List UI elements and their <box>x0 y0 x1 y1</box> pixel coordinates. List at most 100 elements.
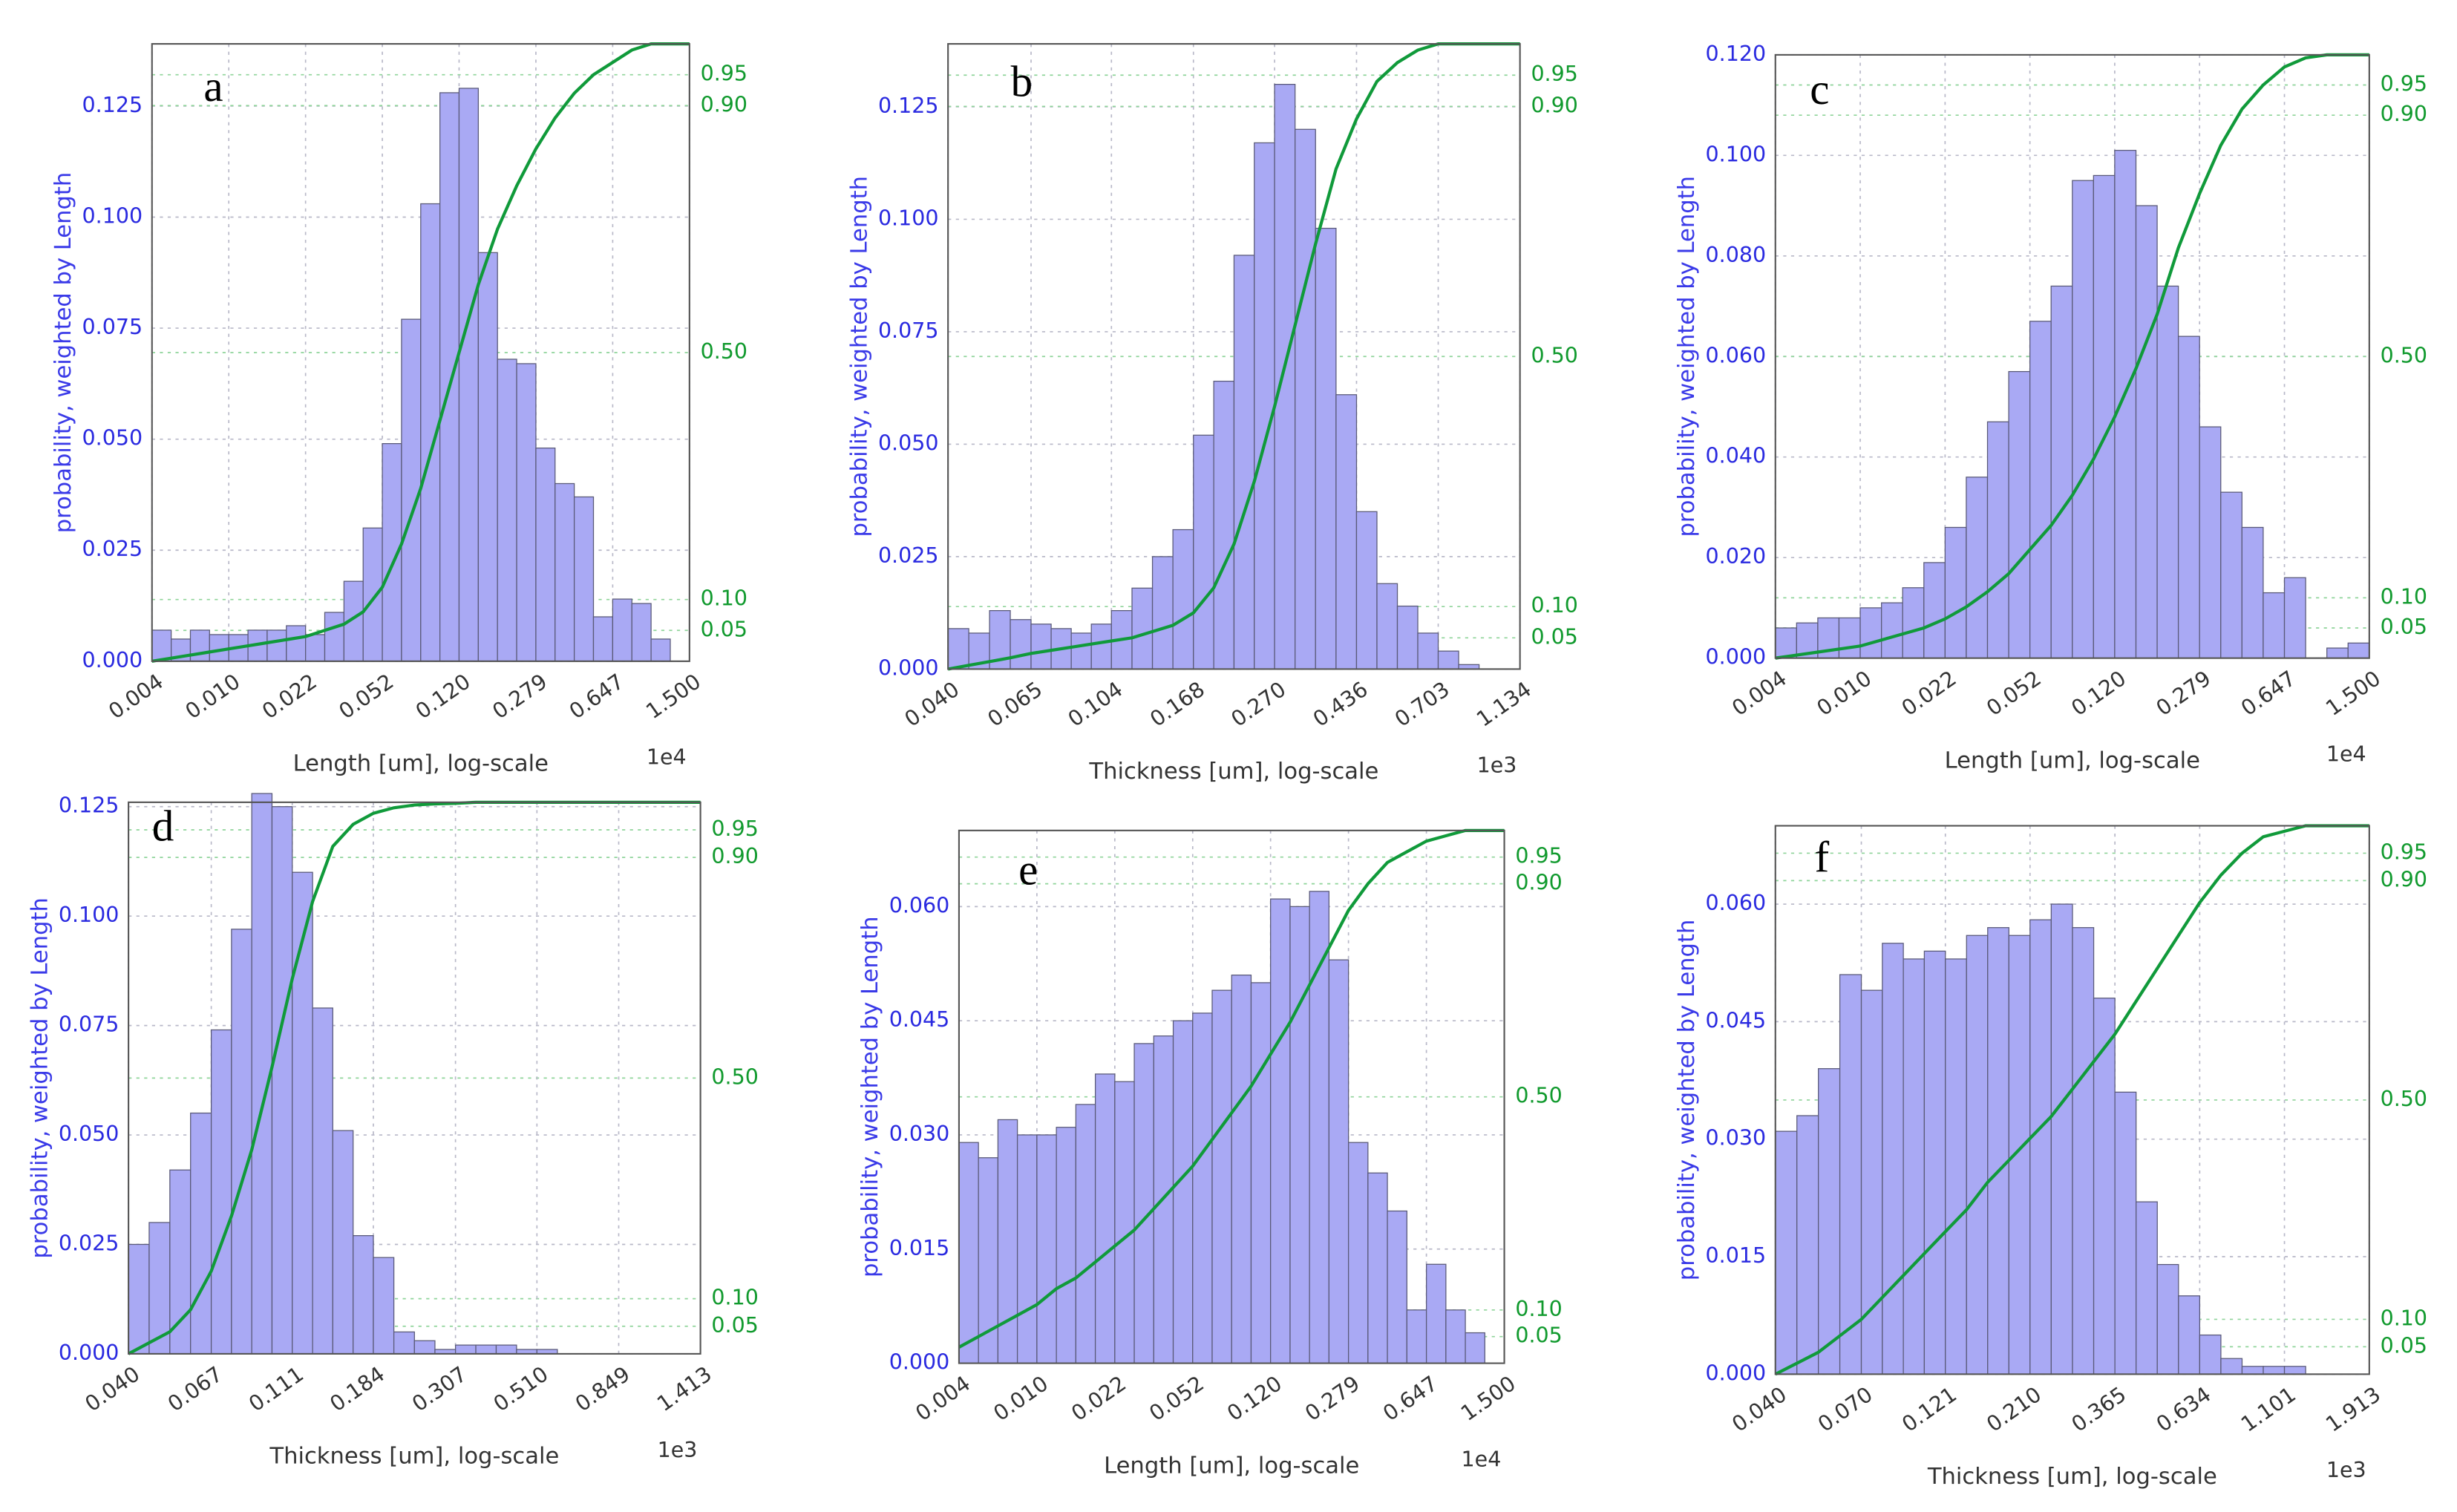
bar <box>2029 321 2052 659</box>
bar <box>1417 632 1439 670</box>
bar <box>535 447 556 662</box>
x-multiplier: 1e3 <box>658 1438 698 1462</box>
y-tick-label: 0.020 <box>1706 544 1767 569</box>
cumulative-line <box>151 42 690 663</box>
bar <box>1396 605 1419 670</box>
bar <box>1445 1309 1466 1364</box>
y-tick-label: 0.050 <box>878 431 939 455</box>
y2-tick-label: 0.10 <box>701 586 747 611</box>
y2-tick-label: 0.90 <box>701 92 747 117</box>
y2-tick-label: 0.90 <box>711 844 758 868</box>
bar <box>189 629 210 662</box>
bar <box>1775 627 1797 659</box>
y2-tick-label: 0.95 <box>2381 72 2427 96</box>
bar <box>413 1340 436 1355</box>
bar <box>1944 526 1967 659</box>
bar <box>1289 906 1310 1364</box>
bar <box>2326 647 2349 659</box>
x-tick-label: 0.004 <box>104 669 168 724</box>
x-tick-label: 1.101 <box>2237 1382 2300 1437</box>
x-tick-label: 1.913 <box>2321 1382 2385 1437</box>
bar <box>1172 1020 1194 1364</box>
bar <box>210 1029 232 1355</box>
y-tick-label: 0.040 <box>1706 444 1767 468</box>
bar <box>454 1344 477 1355</box>
cumulative-line <box>958 828 1505 1349</box>
bar <box>612 598 632 662</box>
bar <box>2093 998 2116 1375</box>
x-multiplier: 1e4 <box>647 745 687 770</box>
x-tick-label: 0.022 <box>1067 1371 1131 1426</box>
bar <box>1010 619 1032 670</box>
x-tick-label: 0.849 <box>571 1361 635 1416</box>
x-tick-label: 0.647 <box>565 669 629 724</box>
bar <box>1838 617 1861 659</box>
y2-tick-label: 0.50 <box>711 1064 758 1089</box>
bar <box>401 318 422 662</box>
y2-tick-label: 0.90 <box>2381 867 2427 891</box>
x-tick-label: 0.022 <box>258 669 321 724</box>
bar <box>1387 1210 1407 1364</box>
x-axis-label: Length [um], log-scale <box>1945 747 2200 773</box>
y2-tick-label: 0.50 <box>1531 343 1577 367</box>
bar <box>1036 1134 1057 1364</box>
bar <box>1986 421 2009 659</box>
bar <box>362 527 383 662</box>
y-axis-label: probability, weighted by Length <box>846 176 872 537</box>
bar <box>373 1257 395 1355</box>
y2-tick-label: 0.95 <box>1515 844 1562 868</box>
bar <box>2241 1366 2264 1375</box>
panel-label: b <box>1011 57 1033 106</box>
bar <box>2029 919 2052 1375</box>
y-tick-label: 0.100 <box>1706 142 1767 166</box>
bar <box>2263 592 2286 659</box>
bar <box>286 625 307 662</box>
x-multiplier: 1e3 <box>2326 1458 2366 1482</box>
bar <box>2263 1366 2286 1375</box>
y-tick-label: 0.100 <box>82 203 143 228</box>
bar <box>1213 380 1235 670</box>
plot-frame <box>958 829 1505 1364</box>
x-tick-label: 0.647 <box>2237 666 2300 721</box>
x-tick-label: 0.184 <box>326 1361 390 1416</box>
bar <box>2008 370 2031 659</box>
y2-tick-label: 0.50 <box>1515 1084 1562 1108</box>
y-axis-label: probability, weighted by Length <box>1674 920 1700 1281</box>
x-multiplier: 1e4 <box>2326 742 2366 767</box>
bar <box>997 1119 1018 1364</box>
y-tick-label: 0.045 <box>1706 1008 1767 1032</box>
bar <box>1211 989 1232 1364</box>
bar <box>1192 1012 1213 1364</box>
x-tick-label: 0.270 <box>1227 677 1291 732</box>
bar <box>266 629 287 662</box>
bar <box>1437 650 1459 670</box>
panel-label: d <box>152 801 174 850</box>
y-tick-label: 0.080 <box>1706 243 1767 267</box>
x-tick-label: 1.413 <box>652 1361 716 1416</box>
y-tick-label: 0.075 <box>878 318 939 343</box>
y-axis-label: probability, weighted by Length <box>27 897 53 1259</box>
x-tick-label: 0.703 <box>1390 677 1454 732</box>
bar <box>2050 903 2073 1375</box>
x-tick-label: 0.052 <box>1982 666 2046 721</box>
bar <box>1315 227 1337 670</box>
y2-tick-label: 0.50 <box>701 339 747 364</box>
bar <box>1193 434 1214 670</box>
x-tick-label: 0.004 <box>1727 666 1791 721</box>
bar <box>1131 587 1154 670</box>
y-tick-label: 0.125 <box>878 94 939 118</box>
bar <box>271 806 293 1355</box>
bar <box>2199 1334 2222 1375</box>
bar <box>477 252 498 662</box>
bar <box>1355 511 1378 670</box>
bar <box>1114 1081 1135 1364</box>
bar <box>1295 128 1316 670</box>
y2-tick-label: 0.50 <box>2381 343 2427 367</box>
bar <box>1376 583 1398 670</box>
y-tick-label: 0.000 <box>1706 1361 1767 1385</box>
y-tick-label: 0.050 <box>59 1122 120 1146</box>
y-tick-label: 0.125 <box>82 93 143 117</box>
x-tick-label: 0.436 <box>1309 677 1373 732</box>
y-tick-label: 0.030 <box>1706 1126 1767 1151</box>
